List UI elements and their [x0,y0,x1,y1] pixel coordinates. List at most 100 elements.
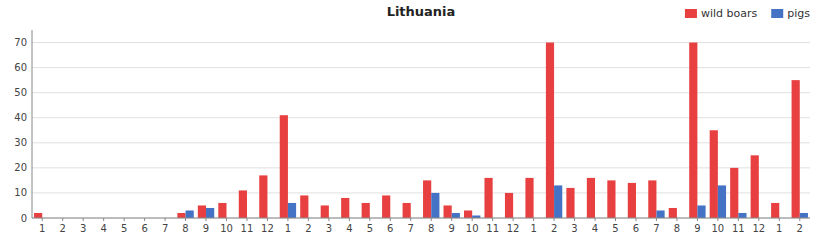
x-tick-label: 6 [387,223,393,234]
x-tick [738,218,739,221]
x-tick [267,218,268,221]
x-tick-label: 12 [507,223,520,234]
x-tick [390,218,391,221]
x-tick-label: 6 [141,223,147,234]
x-tick [615,218,616,221]
x-tick-label: 2 [797,223,803,234]
x-tick [513,218,514,221]
x-tick-label: 1 [776,223,782,234]
x-tick-label: 1 [39,223,45,234]
bar [452,213,460,218]
bar [738,213,746,218]
x-tick [246,218,247,221]
y-tick-label: 60 [14,62,27,73]
bar [566,188,574,218]
x-tick-label: 7 [408,223,414,234]
bar [771,203,779,218]
bar [751,155,759,218]
x-tick-label: 5 [612,223,618,234]
legend-item: pigs [771,7,810,20]
bars [34,43,808,218]
grid-line [32,218,810,219]
x-tick-label: 4 [592,223,598,234]
bar [239,190,247,218]
bar [689,43,697,218]
x-tick [42,218,43,221]
x-tick-label: 12 [261,223,274,234]
bar [403,203,411,218]
bar [648,180,656,218]
x-tick [799,218,800,221]
x-tick-label: 10 [712,223,725,234]
legend-label: pigs [787,7,810,20]
bar [554,185,562,218]
bar [288,203,296,218]
x-tick-label: 11 [486,223,499,234]
bar [710,130,718,218]
x-tick [656,218,657,221]
grid [32,43,810,218]
x-tick-label: 9 [694,223,700,234]
bar [280,115,288,218]
bar [198,205,206,218]
x-tick [185,218,186,221]
x-tick [62,218,63,221]
x-tick [103,218,104,221]
x-tick [165,218,166,221]
y-tick-label: 70 [14,37,27,48]
x-tick [226,218,227,221]
x-tick [206,218,207,221]
x-tick [124,218,125,221]
bar [431,193,439,218]
x-tick-label: 8 [182,223,188,234]
x-tick [349,218,350,221]
bar [505,193,513,218]
x-tick-label: 9 [449,223,455,234]
bar [587,178,595,218]
bar [607,180,615,218]
x-tick-label: 8 [674,223,680,234]
x-tick [287,218,288,221]
x-tick [492,218,493,221]
x-tick-label: 3 [326,223,332,234]
x-tick-label: 7 [653,223,659,234]
bar [300,195,308,218]
x-tick [451,218,452,221]
bar [34,213,42,218]
x-axis-line [32,218,810,219]
x-tick-label: 5 [367,223,373,234]
bar [362,203,370,218]
x-tick-label: 3 [571,223,577,234]
bar [444,205,452,218]
x-tick-label: 11 [732,223,745,234]
bar [382,195,390,218]
x-tick-label: 1 [285,223,291,234]
y-tick-label: 10 [14,187,27,198]
legend-item: wild boars [685,7,758,20]
x-tick [758,218,759,221]
x-tick-label: 10 [466,223,479,234]
bar [206,208,214,218]
x-tick [717,218,718,221]
bar [259,175,267,218]
x-tick-label: 2 [551,223,557,234]
x-tick [635,218,636,221]
x-tick [369,218,370,221]
y-tick-label: 0 [21,213,27,224]
x-tick [676,218,677,221]
bar [177,213,185,218]
y-tick-label: 40 [14,112,27,123]
bar [464,210,472,218]
bar [792,80,800,218]
y-axis-line [32,30,33,218]
x-tick-label: 3 [80,223,86,234]
x-tick [574,218,575,221]
x-tick-label: 1 [530,223,536,234]
x-tick [779,218,780,221]
x-tick-label: 4 [100,223,106,234]
x-tick [144,218,145,221]
x-tick-label: 11 [241,223,254,234]
x-tick-label: 10 [220,223,233,234]
x-tick-label: 4 [346,223,352,234]
bar [546,43,554,218]
